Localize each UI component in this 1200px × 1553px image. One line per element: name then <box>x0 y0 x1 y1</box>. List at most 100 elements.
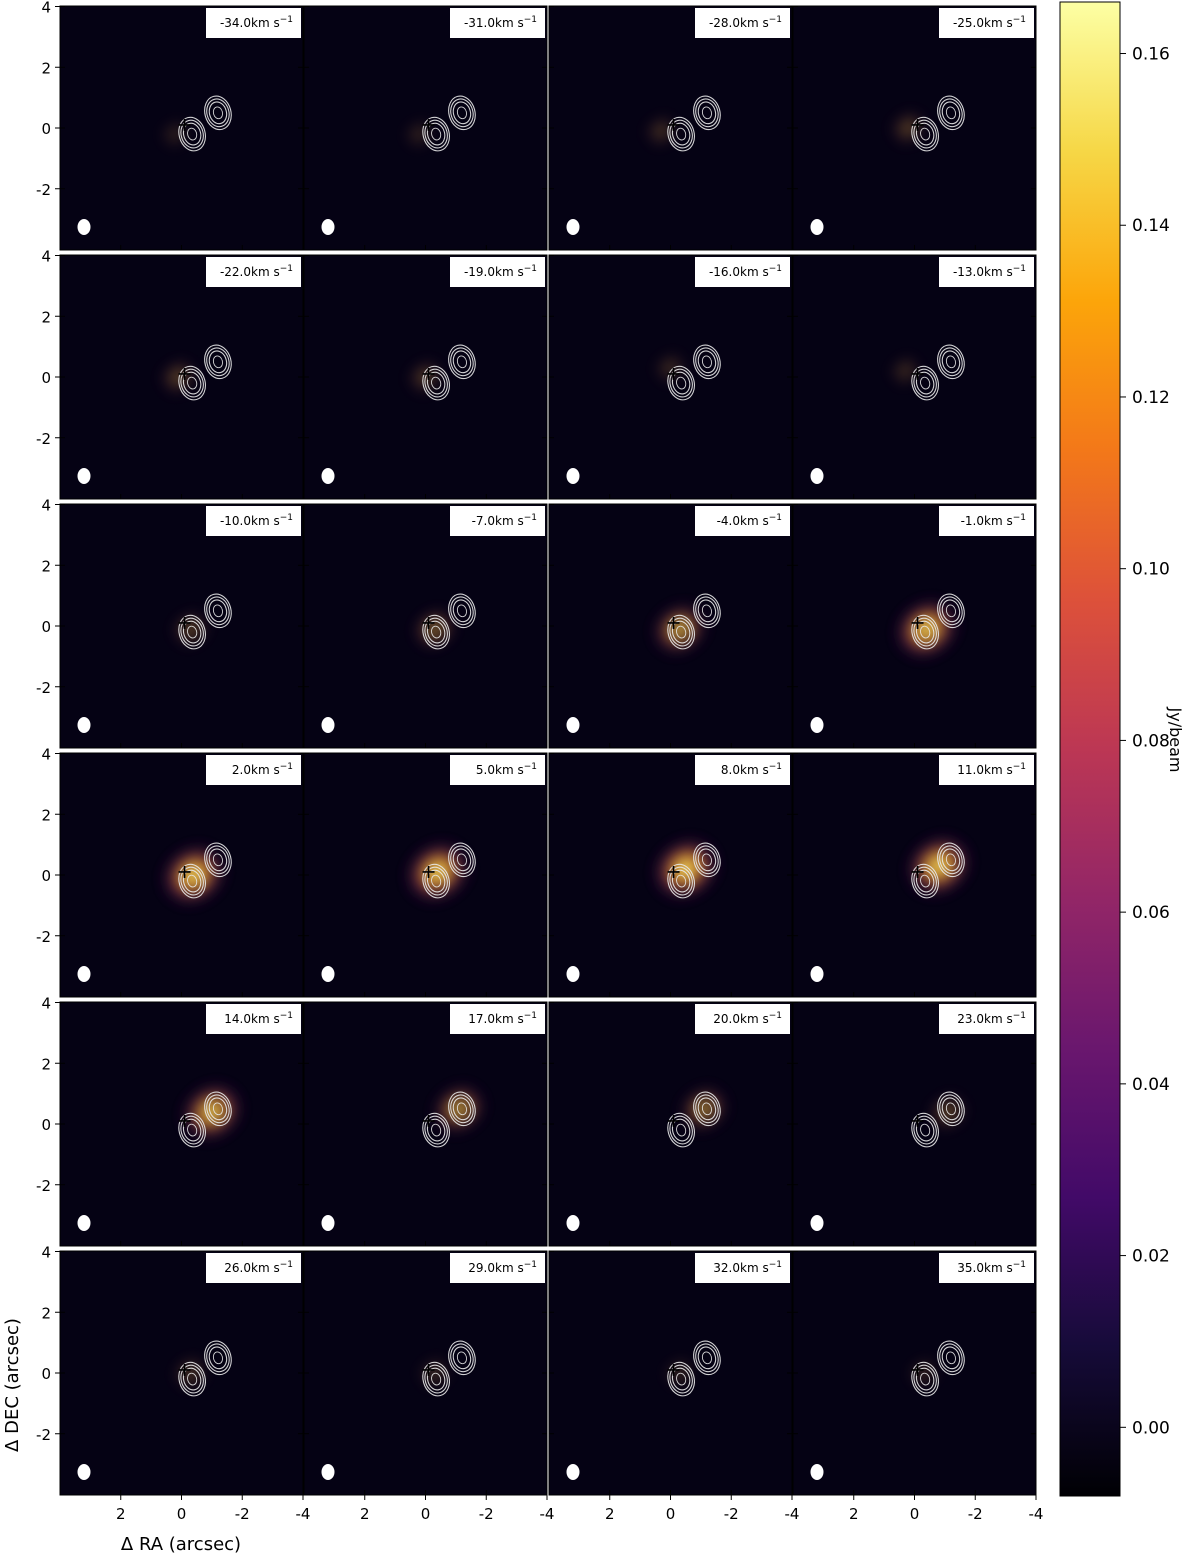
cross-marker <box>667 367 680 380</box>
channel-panel: -13.0km s−1 <box>792 254 1037 500</box>
channel-panel: 20.0km s−1 <box>548 1001 793 1247</box>
x-tick-label: -4 <box>1029 1505 1044 1523</box>
continuum-contour <box>422 614 450 650</box>
continuum-contour <box>452 1097 472 1121</box>
continuum-contour <box>182 371 202 395</box>
continuum-contour <box>187 127 198 141</box>
continuum-contour <box>452 1346 472 1370</box>
cross-marker <box>667 1363 680 1376</box>
emission-peak <box>160 359 197 395</box>
continuum-contour <box>911 614 939 650</box>
channel-panel: -19.0km s−1 <box>303 254 548 500</box>
continuum-contour <box>695 845 719 875</box>
continuum-contour <box>697 1097 717 1121</box>
velocity-label-box <box>695 1004 790 1034</box>
velocity-label: -13.0km s−1 <box>953 264 1026 279</box>
axes-labels: Δ RA (arcsec) Δ DEC (arcsec) 4 2 0 -2 4 2 0 -2 4… <box>2 0 1043 1553</box>
velocity-label: -10.0km s−1 <box>220 513 293 528</box>
continuum-contour <box>456 1351 468 1365</box>
channel-panel: -10.0km s−1 <box>59 503 304 749</box>
continuum-contour <box>911 365 939 401</box>
cross-marker <box>178 1114 191 1127</box>
continuum-contour <box>941 1346 961 1370</box>
y-tick-label: 4 <box>41 746 51 764</box>
velocity-label: 8.0km s−1 <box>721 762 782 777</box>
y-tick-label: -2 <box>36 430 51 448</box>
cross-marker <box>178 1363 191 1376</box>
continuum-contour <box>422 365 450 401</box>
continuum-contour <box>667 365 695 401</box>
velocity-label-box <box>695 257 790 287</box>
beam-ellipse <box>321 468 335 484</box>
continuum-contour <box>697 599 717 623</box>
continuum-contour <box>915 1118 935 1142</box>
y-tick-label: 0 <box>41 369 51 387</box>
colorbar-tick-label: 0.16 <box>1132 45 1170 65</box>
continuum-contour <box>208 1346 228 1370</box>
continuum-contour <box>669 119 693 149</box>
beam-ellipse <box>566 717 580 733</box>
channel-panel: 29.0km s−1 <box>303 1250 548 1496</box>
cross-marker <box>911 1363 924 1376</box>
cross-marker <box>911 616 924 629</box>
continuum-contour <box>178 116 206 152</box>
continuum-contour <box>178 1361 206 1397</box>
continuum-contour <box>667 1361 695 1397</box>
continuum-contour <box>671 869 691 893</box>
cross-marker <box>667 865 680 878</box>
y-tick-label: 4 <box>41 995 51 1013</box>
channel-panel: 35.0km s−1 <box>792 1250 1037 1496</box>
continuum-contour <box>671 1118 691 1142</box>
continuum-contour <box>676 625 687 639</box>
continuum-contour <box>452 848 472 872</box>
continuum-contour <box>212 1102 224 1116</box>
continuum-contour <box>182 1118 202 1142</box>
continuum-contour <box>667 1112 695 1148</box>
cross-marker <box>911 367 924 380</box>
continuum-contour <box>941 101 961 125</box>
y-tick-label: -2 <box>36 181 51 199</box>
velocity-label-box <box>450 1004 545 1034</box>
colorbar: Jy/beam 0.00 0.02 0.04 0.06 0.08 0.10 0.12 0.14… <box>1059 1 1185 1497</box>
continuum-contour <box>204 593 232 629</box>
velocity-label-box <box>695 755 790 785</box>
x-tick-label: -4 <box>540 1505 555 1523</box>
beam-ellipse <box>321 717 335 733</box>
continuum-contour <box>431 376 442 390</box>
x-tick-label: 2 <box>360 1505 370 1523</box>
continuum-contour <box>939 98 963 128</box>
continuum-contour <box>452 599 472 623</box>
velocity-label-box <box>939 506 1034 536</box>
continuum-contour <box>669 617 693 647</box>
continuum-contour <box>941 350 961 374</box>
continuum-contour <box>208 848 228 872</box>
continuum-contour <box>693 1340 721 1376</box>
continuum-contour <box>426 1367 446 1391</box>
x-tick-label: -4 <box>296 1505 311 1523</box>
continuum-contour <box>452 101 472 125</box>
continuum-contour <box>667 116 695 152</box>
continuum-contour <box>448 593 476 629</box>
continuum-contour <box>424 119 448 149</box>
velocity-label-box <box>450 506 545 536</box>
continuum-contour <box>450 596 474 626</box>
continuum-contour <box>180 368 204 398</box>
beam-ellipse <box>566 1215 580 1231</box>
continuum-contour <box>695 1343 719 1373</box>
continuum-contour <box>187 1123 198 1137</box>
channel-panel: 8.0km s−1 <box>548 752 793 998</box>
x-tick-label: 2 <box>849 1505 859 1523</box>
continuum-contour <box>206 98 230 128</box>
beam-ellipse <box>321 219 335 235</box>
y-tick-label: 0 <box>41 1365 51 1383</box>
continuum-contour <box>187 1372 198 1386</box>
beam-ellipse <box>810 219 824 235</box>
continuum-contour <box>941 848 961 872</box>
cross-marker <box>178 367 191 380</box>
continuum-contour <box>206 1094 230 1124</box>
velocity-label: -16.0km s−1 <box>709 264 782 279</box>
x-tick-label: 0 <box>177 1505 187 1523</box>
velocity-label-box <box>450 8 545 38</box>
continuum-contour <box>180 866 204 896</box>
cross-marker <box>178 865 191 878</box>
